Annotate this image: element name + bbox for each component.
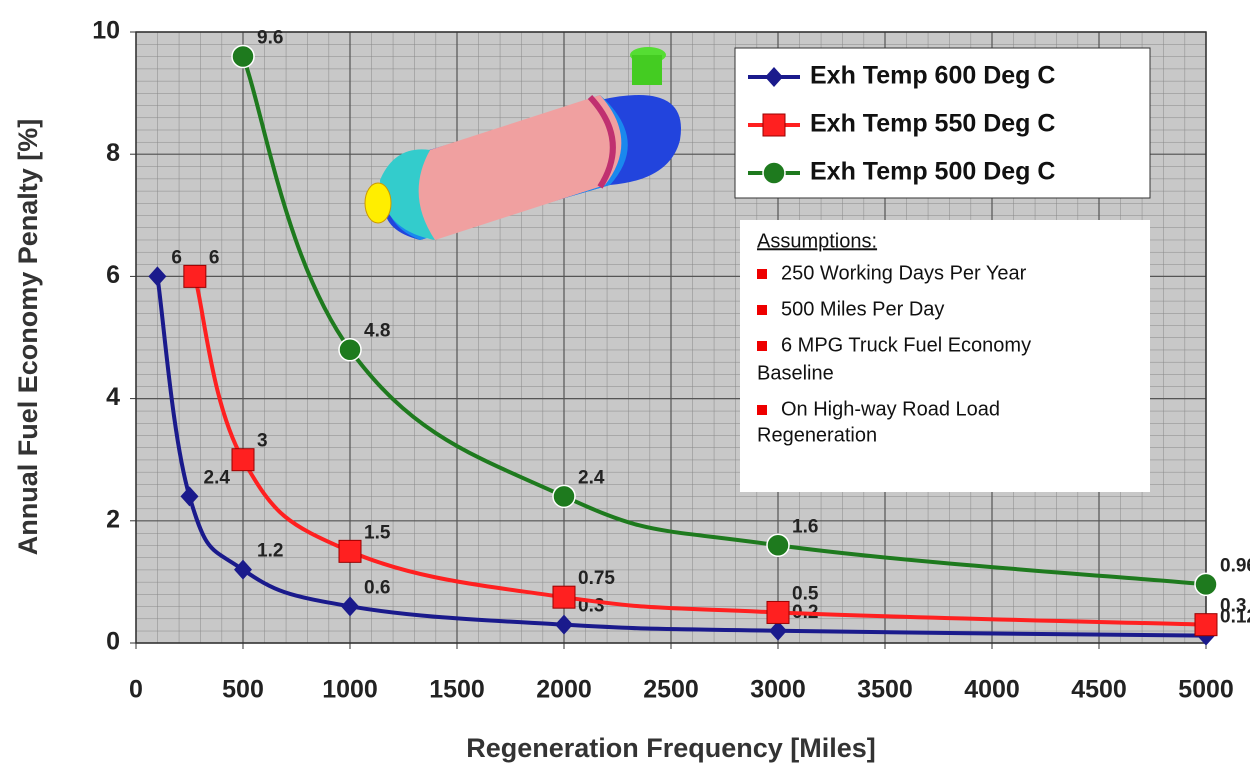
x-tick-label: 3500 bbox=[857, 676, 913, 704]
legend-label: Exh Temp 600 Deg C bbox=[810, 62, 1055, 90]
circle-marker bbox=[1195, 573, 1217, 595]
bullet bbox=[757, 405, 767, 415]
data-label: 6 bbox=[209, 247, 220, 268]
assumption-item: 6 MPG Truck Fuel Economy bbox=[781, 334, 1031, 356]
assumption-item: Regeneration bbox=[757, 424, 877, 446]
data-label: 1.5 bbox=[364, 522, 391, 543]
square-marker bbox=[339, 540, 361, 562]
data-label: 6 bbox=[171, 247, 182, 268]
data-label: 9.6 bbox=[257, 27, 283, 48]
circle-marker bbox=[553, 485, 575, 507]
data-label: 1.2 bbox=[257, 541, 283, 562]
y-tick-label: 0 bbox=[106, 628, 120, 656]
y-tick-label: 10 bbox=[92, 17, 120, 45]
x-tick-label: 500 bbox=[222, 676, 264, 704]
square-marker bbox=[553, 586, 575, 608]
circle-marker bbox=[232, 45, 254, 67]
x-tick-label: 4500 bbox=[1071, 676, 1127, 704]
assumption-item: 250 Working Days Per Year bbox=[781, 262, 1027, 284]
x-tick-label: 1000 bbox=[322, 676, 378, 704]
square-marker bbox=[184, 265, 206, 287]
data-label: 2.4 bbox=[578, 467, 605, 488]
data-label: 0.3 bbox=[1220, 596, 1246, 617]
data-label: 1.6 bbox=[792, 516, 818, 537]
x-tick-label: 1500 bbox=[429, 676, 485, 704]
x-tick-label: 4000 bbox=[964, 676, 1020, 704]
square-marker bbox=[763, 114, 785, 136]
legend-label: Exh Temp 550 Deg C bbox=[810, 110, 1055, 138]
data-label: 3 bbox=[257, 431, 268, 452]
x-tick-label: 0 bbox=[129, 676, 143, 704]
data-label: 0.75 bbox=[578, 568, 615, 589]
bullet bbox=[757, 305, 767, 315]
legend-label: Exh Temp 500 Deg C bbox=[810, 158, 1055, 186]
y-tick-label: 2 bbox=[106, 505, 120, 533]
bullet bbox=[757, 269, 767, 279]
y-tick-label: 6 bbox=[106, 261, 120, 289]
y-tick-label: 4 bbox=[106, 383, 120, 411]
x-tick-label: 5000 bbox=[1178, 676, 1234, 704]
circle-marker bbox=[763, 162, 785, 184]
y-tick-label: 8 bbox=[106, 139, 120, 167]
data-label: 0.96 bbox=[1220, 555, 1250, 576]
x-tick-label: 2000 bbox=[536, 676, 592, 704]
square-marker bbox=[232, 449, 254, 471]
y-axis-title: Annual Fuel Economy Penalty [%] bbox=[13, 119, 43, 556]
x-tick-label: 2500 bbox=[643, 676, 699, 704]
data-label: 4.8 bbox=[364, 321, 390, 342]
assumption-item: Baseline bbox=[757, 362, 834, 384]
assumption-item: On High-way Road Load bbox=[781, 398, 1000, 420]
data-label: 0.6 bbox=[364, 577, 390, 598]
data-label: 0.5 bbox=[792, 583, 819, 604]
x-tick-label: 3000 bbox=[750, 676, 806, 704]
circle-marker bbox=[339, 339, 361, 361]
circle-marker bbox=[767, 534, 789, 556]
bullet bbox=[757, 341, 767, 351]
data-label: 2.4 bbox=[204, 467, 231, 488]
chart: Exh Temp 600 Deg C Exh Temp 550 Deg C Exh … bbox=[0, 0, 1250, 771]
assumption-item: 500 Miles Per Day bbox=[781, 298, 944, 320]
square-marker bbox=[767, 601, 789, 623]
square-marker bbox=[1195, 614, 1217, 636]
x-axis-title: Regeneration Frequency [Miles] bbox=[466, 733, 876, 763]
assumptions-title: Assumptions: bbox=[757, 230, 877, 252]
